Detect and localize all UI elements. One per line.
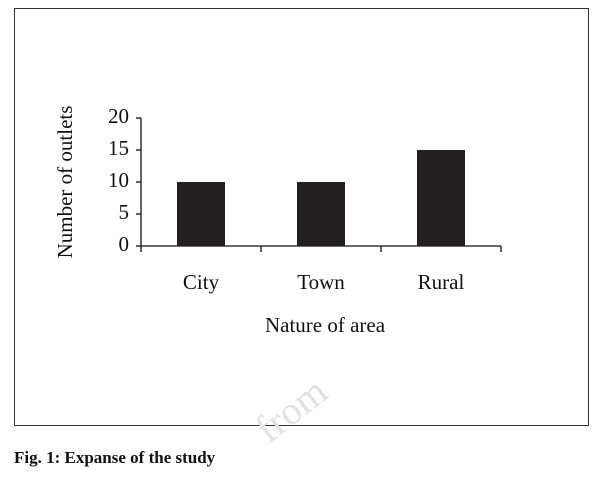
y-tick-label: 5 — [119, 200, 130, 224]
y-tick-label: 10 — [108, 168, 129, 192]
x-axis-label: Nature of area — [265, 313, 386, 337]
bar — [417, 150, 465, 246]
bar — [297, 182, 345, 246]
x-tick-label: City — [183, 270, 220, 294]
watermark: from — [247, 368, 336, 451]
bar — [177, 182, 225, 246]
y-tick-label: 20 — [108, 104, 129, 128]
caption: Fig. 1: Expanse of the study — [14, 448, 216, 467]
y-axis-label: Number of outlets — [53, 106, 77, 259]
x-tick-label: Town — [297, 270, 345, 294]
x-tick-label: Rural — [418, 270, 465, 294]
y-tick-label: 15 — [108, 136, 129, 160]
y-tick-label: 0 — [119, 232, 130, 256]
chart-frame — [14, 8, 589, 426]
